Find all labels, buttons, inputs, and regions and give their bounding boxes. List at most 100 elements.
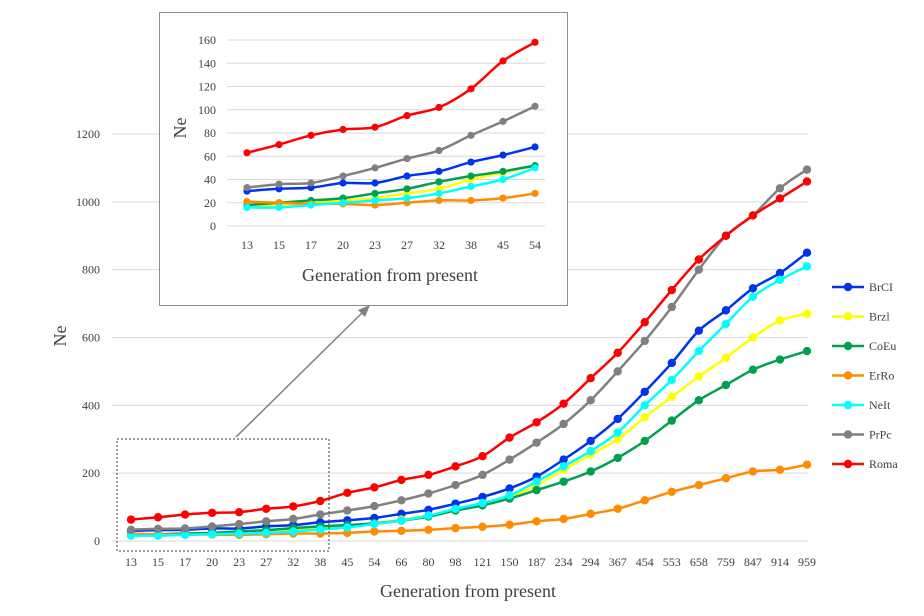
main-data-point <box>640 387 649 396</box>
main-data-point <box>586 446 595 456</box>
main-data-point <box>640 401 649 410</box>
main-data-point <box>234 529 244 538</box>
main-x-tick-label: 17 <box>179 555 191 569</box>
inset-data-point <box>339 125 347 134</box>
main-x-tick-label: 150 <box>501 555 519 569</box>
main-data-point <box>748 284 758 293</box>
inset-data-point <box>435 196 443 205</box>
main-x-tick-label: 13 <box>125 555 137 569</box>
main-data-point <box>505 520 514 529</box>
inset-y-tick-label: 80 <box>204 126 216 140</box>
legend-item-neit: NeIt <box>832 398 891 412</box>
inset-data-point <box>499 57 507 65</box>
main-data-point <box>613 414 622 424</box>
main-data-point <box>234 507 244 517</box>
inset-data-point <box>243 149 251 157</box>
zoom-arrow-line <box>235 310 365 438</box>
main-data-point <box>775 184 785 193</box>
main-data-point <box>289 514 298 524</box>
main-y-tick-label: 1000 <box>76 195 100 209</box>
inset-x-tick-label: 54 <box>529 238 541 252</box>
inset-data-point <box>403 185 411 193</box>
inset-data-point <box>435 178 443 186</box>
main-data-point <box>613 428 622 437</box>
main-data-point <box>316 496 325 506</box>
legend-item-prpc: PrPc <box>832 428 892 442</box>
inset-data-point <box>435 167 443 175</box>
main-data-point <box>316 510 325 519</box>
main-data-point <box>451 504 460 513</box>
main-data-point <box>775 275 785 285</box>
main-data-point <box>694 255 704 264</box>
legend-swatch-marker <box>843 341 853 351</box>
main-data-point <box>153 531 163 540</box>
main-data-point <box>289 502 298 511</box>
inset-series-roma <box>243 38 539 157</box>
main-data-point <box>343 523 352 532</box>
main-data-point <box>667 416 676 425</box>
main-data-point <box>667 285 676 295</box>
main-y-tick-label: 600 <box>82 331 100 345</box>
main-data-point <box>613 435 622 444</box>
main-x-tick-label: 38 <box>314 555 326 569</box>
inset-data-point <box>307 201 315 209</box>
legend-item-erro: ErRo <box>832 369 894 383</box>
inset-x-tick-label: 20 <box>337 238 349 252</box>
main-x-tick-label: 20 <box>206 555 218 569</box>
main-x-tick-label: 27 <box>260 555 272 569</box>
legend-label: Brzl <box>869 310 890 324</box>
main-data-point <box>667 358 676 368</box>
main-x-tick-label: 553 <box>663 555 681 569</box>
main-data-point <box>586 467 595 476</box>
main-data-point <box>640 336 649 346</box>
inset-y-axis-title: Ne <box>170 118 190 139</box>
main-data-point <box>207 508 217 518</box>
main-data-point <box>586 436 595 446</box>
main-data-point <box>748 292 758 301</box>
main-data-point <box>126 515 136 524</box>
inset-series-coeu <box>243 161 539 209</box>
main-data-point <box>748 467 758 476</box>
inset-data-point <box>243 203 251 211</box>
legend-label: BrCI <box>869 280 893 294</box>
main-data-point <box>640 496 649 505</box>
inset-gridlines <box>227 39 545 227</box>
inset-data-point <box>499 151 507 159</box>
main-x-tick-label: 98 <box>449 555 461 569</box>
main-data-point <box>424 489 433 498</box>
inset-chart: 0 20 40 60 80 100 120 140 160 13 15 17 20 23 27 32 38 45… <box>170 33 545 285</box>
main-data-point <box>694 326 704 335</box>
main-data-point <box>694 372 704 381</box>
inset-x-tick-label: 38 <box>465 238 477 252</box>
main-data-point <box>397 526 406 536</box>
main-x-tick-label: 15 <box>152 555 164 569</box>
inset-data-point <box>531 164 539 172</box>
main-data-point <box>802 165 812 174</box>
inset-data-point <box>275 203 283 211</box>
main-x-tick-label: 187 <box>528 555 546 569</box>
inset-y-tick-label: 60 <box>204 149 216 163</box>
main-data-point <box>262 528 271 538</box>
inset-y-tick-label: 20 <box>204 196 216 210</box>
inset-data-point <box>403 194 411 202</box>
inset-x-tick-labels: 13 15 17 20 23 27 32 38 45 54 <box>241 238 541 252</box>
inset-series-brci <box>243 143 539 195</box>
main-data-point <box>613 453 622 463</box>
legend-label: CoEu <box>869 339 896 353</box>
inset-data-point <box>243 184 251 192</box>
inset-y-tick-label: 100 <box>198 103 216 117</box>
main-x-tick-label: 121 <box>474 555 492 569</box>
inset-y-tick-label: 40 <box>204 173 216 187</box>
main-data-point <box>180 524 190 533</box>
main-x-tick-label: 66 <box>395 555 407 569</box>
main-x-tick-label: 759 <box>717 555 735 569</box>
inset-x-tick-label: 32 <box>433 238 445 252</box>
main-data-point <box>532 418 541 427</box>
main-data-point <box>289 527 298 536</box>
main-data-point <box>667 302 676 312</box>
legend: BrCI Brzl CoEu ErRo NeIt PrPc Roma <box>832 280 898 471</box>
main-data-point <box>748 333 758 342</box>
inset-data-point <box>467 158 475 166</box>
legend-item-brci: BrCI <box>832 280 893 294</box>
